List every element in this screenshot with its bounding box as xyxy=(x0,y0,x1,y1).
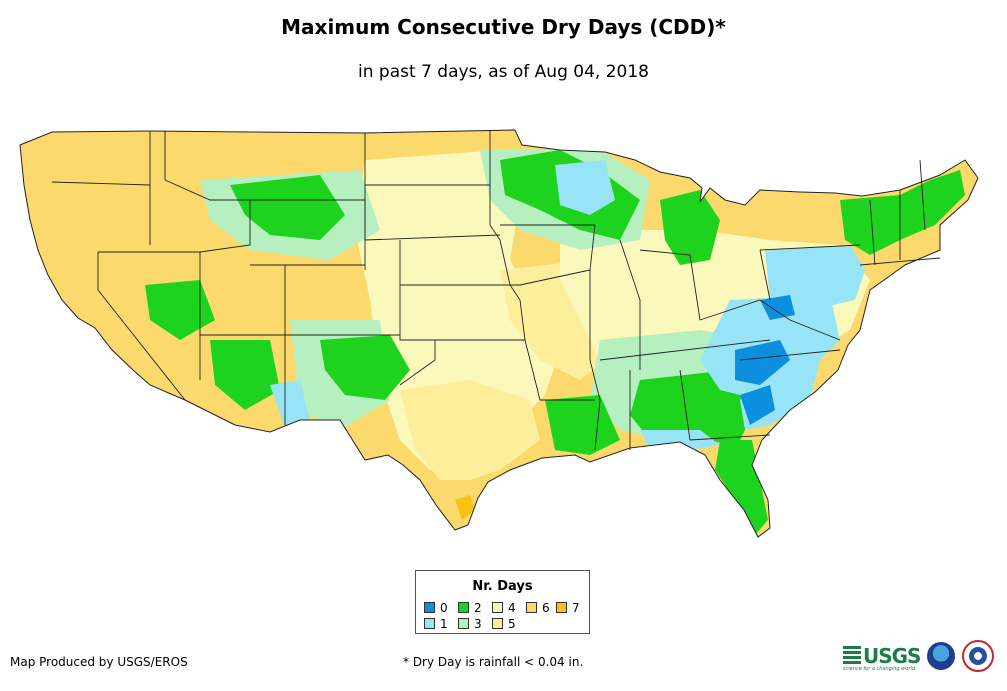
legend-item-0: 0 xyxy=(424,602,448,615)
usgs-logo-text: USGS xyxy=(863,644,921,668)
noaa-icon xyxy=(927,642,955,670)
legend-swatch-6 xyxy=(526,602,537,613)
legend-label-5: 5 xyxy=(508,617,516,631)
legend-item-6: 6 xyxy=(526,602,550,615)
map-subtitle: in past 7 days, as of Aug 04, 2018 xyxy=(358,62,649,82)
region-2-nevada xyxy=(145,280,215,340)
legend-item-1: 1 xyxy=(424,618,448,631)
region-0-carolinas xyxy=(735,340,790,385)
legend-item-2: 2 xyxy=(458,602,482,615)
legend-item-5: 5 xyxy=(492,618,516,631)
state-borders xyxy=(51,130,941,451)
region-2-arizona xyxy=(210,340,280,410)
legend-label-7: 7 xyxy=(572,601,580,615)
usgs-wave-icon xyxy=(843,646,861,666)
legend-label-6: 6 xyxy=(542,601,550,615)
region-2-florida xyxy=(715,440,768,535)
legend-swatch-5 xyxy=(492,618,503,629)
legend-label-0: 0 xyxy=(440,601,448,615)
region-texas-5 xyxy=(400,380,540,480)
map-credit: Map Produced by USGS/EROS xyxy=(10,655,188,669)
legend-item-4: 4 xyxy=(492,602,516,615)
legend-swatch-1 xyxy=(424,618,435,629)
legend-swatch-2 xyxy=(458,602,469,613)
usgs-logo: USGS science for a changing world xyxy=(843,642,921,672)
region-1-wisconsin xyxy=(555,160,615,215)
region-0-virginia xyxy=(760,295,795,320)
legend-label-3: 3 xyxy=(474,617,482,631)
usgs-tagline: science for a changing world xyxy=(843,666,915,672)
legend-swatch-0 xyxy=(424,602,435,613)
legend-swatch-7 xyxy=(556,602,567,613)
legend-item-3: 3 xyxy=(458,618,482,631)
legend-label-1: 1 xyxy=(440,617,448,631)
legend-swatch-3 xyxy=(458,618,469,629)
legend-swatch-4 xyxy=(492,602,503,613)
region-1-pennsylvania xyxy=(765,245,865,310)
region-2-michigan xyxy=(660,190,720,265)
region-2-gulf xyxy=(545,395,620,455)
region-2-northeast xyxy=(840,170,965,255)
map-title: Maximum Consecutive Dry Days (CDD)* xyxy=(281,15,726,39)
region-2-newmexico xyxy=(320,335,410,400)
map-legend: Nr. Days 0 1 2 3 4 5 6 7 xyxy=(415,570,590,634)
region-7-texas xyxy=(455,495,475,520)
legend-label-4: 4 xyxy=(508,601,516,615)
map-footnote: * Dry Day is rainfall < 0.04 in. xyxy=(403,655,584,669)
nws-icon xyxy=(962,640,994,672)
legend-item-7: 7 xyxy=(556,602,580,615)
legend-label-2: 2 xyxy=(474,601,482,615)
region-1-southwest xyxy=(270,380,310,428)
region-0-georgia xyxy=(740,385,775,425)
legend-title: Nr. Days xyxy=(472,579,533,594)
region-2-montana xyxy=(230,175,345,240)
